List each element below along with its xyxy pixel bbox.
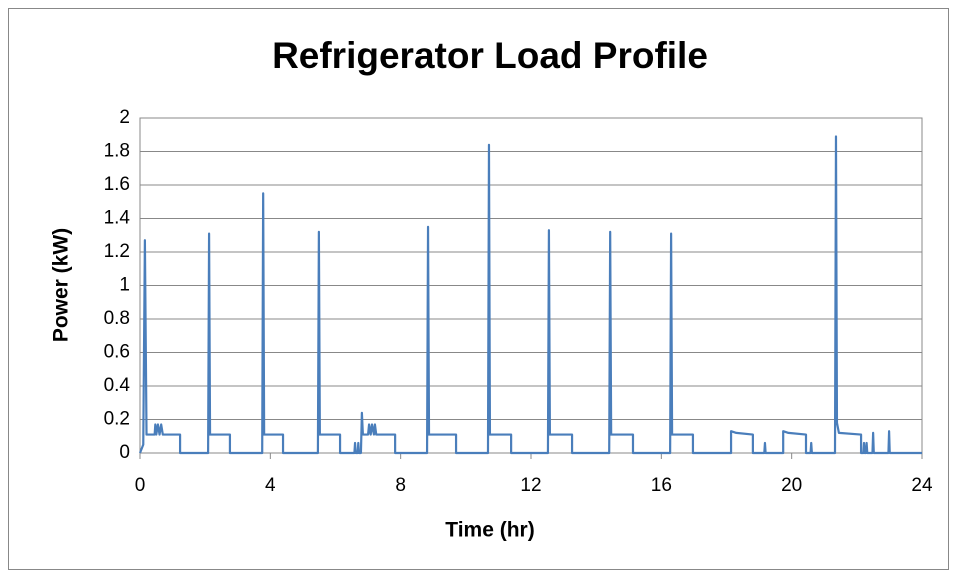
y-tick-label: 0 bbox=[119, 442, 130, 463]
y-axis-label: Power (kW) bbox=[50, 228, 73, 342]
data-line bbox=[138, 135, 922, 455]
y-tick-label: 1.8 bbox=[104, 141, 130, 162]
y-tick-label: 0.4 bbox=[104, 375, 131, 396]
chart-border bbox=[8, 8, 949, 570]
y-tick-label: 0.6 bbox=[104, 342, 130, 363]
x-tick-label: 8 bbox=[395, 475, 406, 496]
y-tick-label: 1.6 bbox=[104, 174, 130, 195]
y-tick-label: 1.2 bbox=[104, 241, 130, 262]
y-tick-label: 2 bbox=[119, 107, 130, 128]
x-tick-label: 16 bbox=[651, 475, 672, 496]
y-tick-label: 1 bbox=[119, 275, 130, 296]
x-tick-label: 12 bbox=[520, 475, 541, 496]
x-tick-label: 4 bbox=[265, 475, 276, 496]
x-axis-label: Time (hr) bbox=[445, 519, 534, 542]
x-tick-label: 20 bbox=[781, 475, 802, 496]
y-tick-label: 1.4 bbox=[104, 208, 131, 229]
x-tick-label: 0 bbox=[135, 475, 146, 496]
y-tick-label: 0.8 bbox=[104, 308, 130, 329]
x-tick-label: 24 bbox=[911, 475, 933, 496]
y-tick-label: 0.2 bbox=[104, 409, 130, 430]
chart-title: Refrigerator Load Profile bbox=[272, 35, 708, 76]
